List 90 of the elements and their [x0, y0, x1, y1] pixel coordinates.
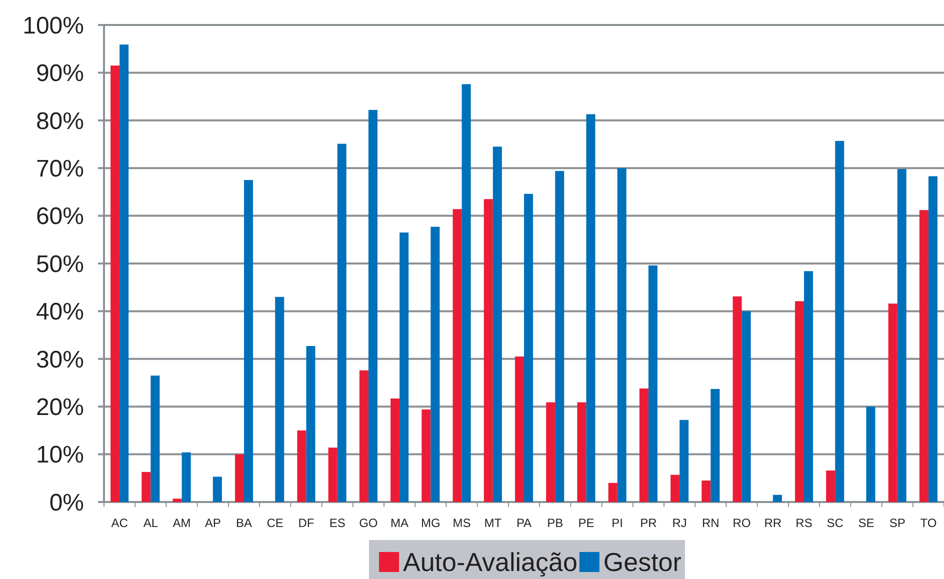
x-tick-label: BA: [236, 516, 252, 530]
bar: [866, 406, 876, 502]
x-tick-label: ES: [329, 516, 346, 530]
bar: [337, 144, 346, 502]
x-tick-label: MT: [484, 516, 502, 530]
bar: [919, 210, 928, 502]
bar: [804, 271, 814, 502]
y-tick-label: 40%: [36, 298, 84, 326]
x-tick-label: MG: [420, 516, 440, 530]
bar: [608, 482, 618, 502]
bar: [742, 311, 751, 502]
bar: [524, 194, 534, 502]
x-tick-label: SE: [858, 516, 874, 530]
x-tick-label: PB: [547, 516, 564, 530]
x-tick-label: PR: [640, 516, 658, 530]
bar: [368, 110, 378, 502]
y-tick-label: 10%: [36, 442, 84, 469]
bar: [888, 304, 898, 502]
bar: [555, 170, 564, 502]
bar: [826, 470, 836, 502]
bar: [772, 494, 782, 502]
x-tick-label: RS: [796, 516, 812, 530]
bar: [422, 409, 431, 502]
bar: [586, 114, 596, 502]
bar: [639, 388, 648, 502]
x-tick-label: AL: [143, 516, 158, 530]
x-tick-label: PA: [516, 516, 532, 530]
y-tick-label: 30%: [36, 346, 84, 374]
bar: [328, 448, 338, 502]
x-tick-label: PE: [578, 516, 594, 530]
y-tick-label: 80%: [36, 108, 84, 135]
x-tick-label: RR: [764, 516, 782, 530]
x-tick-label: TO: [920, 516, 937, 530]
bar: [400, 232, 409, 502]
bar: [306, 346, 316, 502]
bar: [546, 402, 556, 502]
y-tick-label: 50%: [36, 250, 84, 278]
bar: [359, 370, 368, 502]
x-tick-label: AM: [172, 516, 191, 530]
bar: [492, 146, 502, 502]
bar: [430, 226, 440, 502]
bar: [234, 454, 244, 502]
x-tick-label: DF: [298, 516, 314, 530]
x-tick-label: RN: [702, 516, 720, 530]
x-tick-label: SC: [826, 516, 844, 530]
bar: [120, 44, 129, 502]
y-tick-label: 0%: [49, 489, 84, 516]
bar: [514, 356, 524, 502]
y-tick-label: 60%: [36, 203, 84, 230]
bar: [142, 472, 151, 502]
x-tick-label: RO: [732, 516, 751, 530]
bar: [390, 398, 400, 502]
x-tick-label: MA: [390, 516, 409, 530]
x-tick-label: CE: [266, 516, 284, 530]
bar: [110, 66, 120, 502]
y-tick-label: 70%: [36, 156, 84, 182]
x-tick-label: AP: [204, 516, 221, 530]
bar: [617, 168, 626, 502]
bar: [172, 498, 182, 502]
bar: [244, 180, 254, 502]
bar: [648, 265, 658, 502]
bar: [732, 296, 742, 502]
x-tick-label: GO: [359, 516, 378, 530]
bar: [182, 452, 191, 502]
x-tick-label: PI: [612, 516, 624, 530]
x-tick-label: RJ: [672, 516, 687, 530]
bar: [462, 84, 471, 502]
bar: [680, 420, 689, 502]
x-tick-label: SP: [889, 516, 906, 530]
y-tick-label: 100%: [22, 12, 84, 40]
bar: [484, 199, 493, 502]
bar: [150, 376, 160, 502]
bar: [670, 474, 680, 502]
bar: [452, 209, 462, 502]
legend-label: Gestor: [603, 547, 682, 577]
bar: [710, 388, 720, 502]
legend-label: Auto-Avaliação: [403, 547, 578, 577]
bar: [577, 402, 586, 502]
bar: [794, 301, 804, 502]
bar: [212, 476, 222, 502]
bar: [835, 140, 844, 502]
x-tick-label: MS: [452, 516, 471, 530]
bar: [928, 176, 938, 502]
bar: [702, 480, 711, 502]
x-tick-label: AC: [111, 516, 128, 530]
bar: [297, 430, 306, 502]
bar: [275, 296, 284, 502]
bar: [897, 169, 906, 502]
y-tick-label: 90%: [36, 60, 84, 88]
y-tick-label: 20%: [36, 394, 84, 421]
